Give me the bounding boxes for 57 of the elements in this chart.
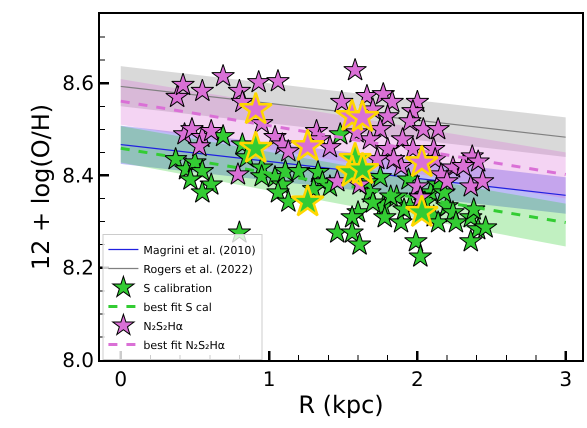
point xyxy=(190,78,214,102)
point xyxy=(470,169,494,192)
x-tick-label: 2 xyxy=(411,367,424,391)
x-axis-title: R (kpc) xyxy=(298,390,384,419)
y-tick-label: 8.0 xyxy=(62,348,94,372)
point xyxy=(380,90,404,112)
point xyxy=(404,144,440,178)
point xyxy=(348,232,372,255)
point xyxy=(290,184,325,217)
x-tick-label: 1 xyxy=(262,367,276,391)
point xyxy=(290,128,325,162)
y-axis-title: 12 + log(O/H) xyxy=(26,104,55,270)
x-tick-label: 0 xyxy=(114,367,128,391)
legend-label: best fit N₂S₂Hα xyxy=(143,338,226,352)
point xyxy=(361,190,385,213)
point xyxy=(171,72,195,96)
point xyxy=(318,134,342,158)
legend-label: N₂S₂Hα xyxy=(143,320,183,333)
point xyxy=(199,118,224,142)
point xyxy=(340,205,364,228)
point xyxy=(435,169,459,192)
x-tick-label: 3 xyxy=(559,367,572,391)
point xyxy=(286,158,311,182)
point xyxy=(340,220,364,243)
y-tick-label: 8.6 xyxy=(62,71,94,96)
point xyxy=(368,164,392,188)
point xyxy=(444,210,468,233)
legend-label: Magrini et al. (2010) xyxy=(143,244,256,257)
legend-label: S calibration xyxy=(143,282,212,295)
point xyxy=(190,158,214,182)
legend-label: best fit S cal xyxy=(143,300,212,314)
point xyxy=(408,244,432,267)
legend-label: Rogers et al. (2022) xyxy=(143,262,253,276)
point xyxy=(330,90,354,112)
point xyxy=(238,91,273,124)
point xyxy=(372,205,397,228)
point xyxy=(343,58,367,80)
point xyxy=(190,180,214,203)
point xyxy=(178,167,202,190)
point xyxy=(452,154,476,176)
point xyxy=(345,151,380,184)
point xyxy=(404,229,428,252)
point xyxy=(404,194,440,228)
point xyxy=(426,116,450,140)
point xyxy=(474,215,498,238)
point xyxy=(211,64,235,86)
point xyxy=(276,139,300,162)
point xyxy=(345,99,380,132)
y-tick-label: 8.2 xyxy=(62,256,94,280)
point xyxy=(188,134,212,157)
point xyxy=(398,109,422,132)
point xyxy=(226,162,250,185)
point xyxy=(266,68,290,92)
y-tick-label: 8.4 xyxy=(62,163,94,188)
point xyxy=(238,130,273,164)
point xyxy=(246,70,271,92)
point xyxy=(458,229,483,252)
